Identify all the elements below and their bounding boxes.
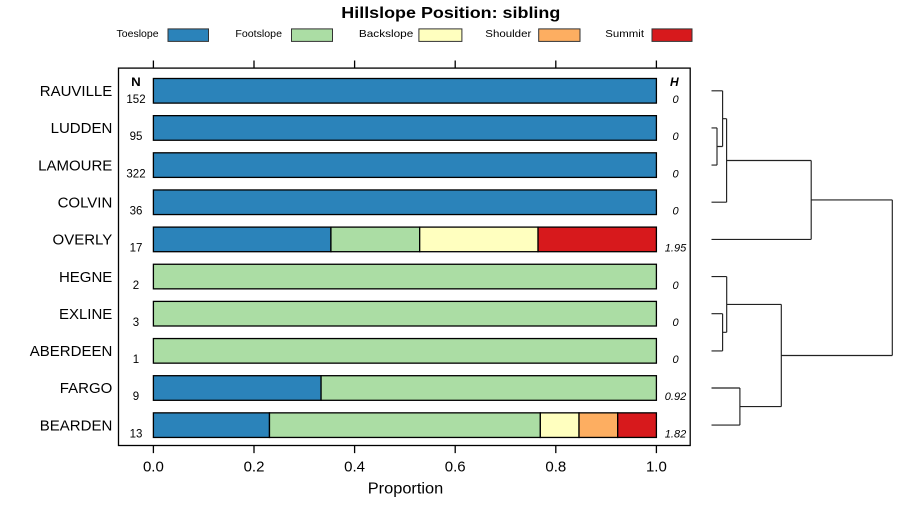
svg-text:H: H (670, 75, 679, 89)
svg-text:0.4: 0.4 (344, 459, 365, 476)
svg-text:LUDDEN: LUDDEN (51, 120, 113, 137)
svg-text:0.8: 0.8 (545, 459, 566, 476)
svg-text:BEARDEN: BEARDEN (40, 417, 113, 434)
svg-text:0.92: 0.92 (665, 391, 686, 403)
svg-text:RAUVILLE: RAUVILLE (40, 83, 113, 100)
svg-text:0: 0 (672, 205, 679, 217)
svg-text:COLVIN: COLVIN (58, 194, 113, 211)
svg-text:322: 322 (126, 168, 145, 180)
svg-text:Proportion: Proportion (368, 481, 444, 498)
svg-text:EXLINE: EXLINE (59, 306, 112, 323)
svg-text:N: N (131, 75, 141, 89)
svg-text:ABERDEEN: ABERDEEN (30, 343, 113, 360)
svg-text:0.6: 0.6 (445, 459, 466, 476)
svg-text:Shoulder: Shoulder (485, 28, 532, 40)
svg-text:1.82: 1.82 (665, 428, 686, 440)
svg-text:0.0: 0.0 (143, 459, 164, 476)
svg-text:Hillslope Position: sibling: Hillslope Position: sibling (341, 5, 560, 22)
svg-text:0: 0 (672, 280, 679, 292)
svg-text:0: 0 (672, 131, 679, 143)
svg-text:0: 0 (672, 317, 679, 329)
svg-text:HEGNE: HEGNE (59, 269, 112, 286)
svg-text:13: 13 (130, 428, 143, 440)
svg-text:0: 0 (672, 94, 679, 106)
svg-text:17: 17 (130, 243, 143, 255)
svg-text:0.2: 0.2 (244, 459, 265, 476)
svg-text:1: 1 (133, 354, 139, 366)
svg-text:152: 152 (126, 94, 145, 106)
svg-text:1.0: 1.0 (646, 459, 667, 476)
svg-text:FARGO: FARGO (60, 380, 113, 397)
svg-text:36: 36 (130, 205, 143, 217)
svg-text:0: 0 (672, 168, 679, 180)
svg-text:2: 2 (133, 280, 139, 292)
svg-text:Summit: Summit (605, 28, 644, 40)
svg-text:LAMOURE: LAMOURE (38, 157, 112, 174)
svg-text:OVERLY: OVERLY (53, 232, 113, 249)
svg-text:Toeslope: Toeslope (117, 28, 159, 40)
svg-text:Backslope: Backslope (359, 28, 414, 40)
svg-text:3: 3 (133, 317, 139, 329)
svg-text:1.95: 1.95 (665, 243, 687, 255)
svg-text:95: 95 (130, 131, 143, 143)
svg-text:Footslope: Footslope (235, 28, 282, 40)
svg-text:0: 0 (672, 354, 679, 366)
svg-text:9: 9 (133, 391, 139, 403)
